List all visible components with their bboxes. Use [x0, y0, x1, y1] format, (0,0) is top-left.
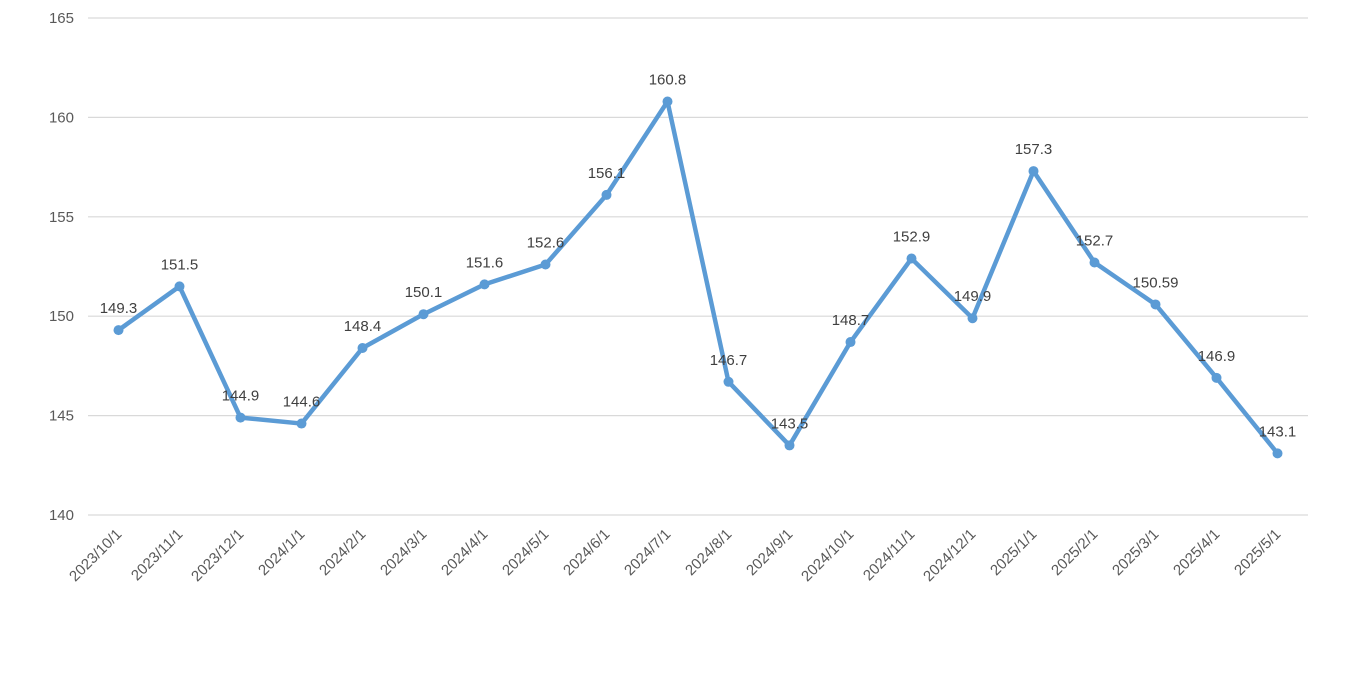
x-tick-label: 2023/11/1 — [128, 526, 186, 584]
data-point — [1211, 372, 1222, 383]
x-tick-label: 2024/12/1 — [920, 526, 979, 585]
data-label: 148.4 — [344, 318, 382, 335]
data-point — [723, 376, 734, 387]
data-point — [540, 259, 551, 270]
y-tick-label: 165 — [49, 10, 74, 27]
y-tick-label: 155 — [49, 209, 74, 226]
data-points — [113, 96, 1283, 459]
data-label: 144.6 — [283, 394, 321, 411]
data-point — [1089, 257, 1100, 268]
x-tick-label: 2025/5/1 — [1231, 526, 1284, 579]
x-tick-label: 2024/1/1 — [255, 526, 308, 579]
x-tick-label: 2023/12/1 — [188, 526, 247, 585]
data-labels: 149.3 151.5 144.9 144.6 148.4 150.1 151.6 152.6… — [100, 71, 1297, 440]
data-point — [296, 418, 307, 429]
y-tick-label: 150 — [49, 308, 74, 325]
data-label: 160.8 — [649, 71, 687, 88]
data-point — [784, 440, 795, 451]
y-tick-label: 145 — [49, 408, 74, 425]
series-line-layer — [116, 99, 1280, 456]
data-label: 156.1 — [588, 165, 626, 182]
data-point — [357, 343, 368, 354]
data-point — [113, 325, 124, 336]
data-point — [418, 309, 429, 320]
data-point — [845, 337, 856, 348]
x-tick-label: 2025/4/1 — [1170, 526, 1223, 579]
data-point — [1272, 448, 1283, 459]
data-point — [235, 412, 246, 423]
data-label: 152.9 — [893, 229, 931, 246]
data-label: 143.1 — [1259, 423, 1297, 440]
data-label: 146.9 — [1198, 348, 1236, 365]
data-point — [906, 253, 917, 264]
x-tick-label: 2024/11/1 — [860, 526, 918, 584]
x-tick-label: 2024/9/1 — [743, 526, 796, 579]
x-tick-label: 2025/2/1 — [1048, 526, 1101, 579]
data-label: 152.7 — [1076, 233, 1114, 250]
y-axis-tick-labels: 140 145 150 155 160 165 — [49, 10, 74, 524]
x-tick-label: 2024/6/1 — [560, 526, 613, 579]
data-label: 143.5 — [771, 415, 809, 432]
data-point — [1028, 166, 1039, 177]
data-label: 150.1 — [405, 284, 443, 301]
data-label: 146.7 — [710, 352, 748, 369]
data-point — [1150, 299, 1161, 310]
data-point — [967, 313, 978, 324]
data-point — [174, 281, 185, 292]
data-point — [601, 189, 612, 200]
data-label: 152.6 — [527, 235, 565, 252]
x-tick-label: 2024/3/1 — [377, 526, 430, 579]
x-tick-label: 2024/10/1 — [798, 526, 857, 585]
y-tick-label: 160 — [49, 109, 74, 126]
gridlines — [88, 17, 1308, 516]
data-label: 149.3 — [100, 300, 138, 317]
x-axis-tick-labels: 2023/10/1 2023/11/1 2023/12/1 2024/1/1 2024/… — [66, 526, 1284, 585]
data-label: 151.6 — [466, 254, 504, 271]
x-tick-label: 2024/7/1 — [621, 526, 674, 579]
x-tick-label: 2024/5/1 — [499, 526, 552, 579]
series-line — [116, 99, 1280, 456]
data-point — [662, 96, 673, 107]
data-label: 148.7 — [832, 312, 870, 329]
x-tick-label: 2023/10/1 — [66, 526, 125, 585]
data-label: 157.3 — [1015, 141, 1053, 158]
data-label: 151.5 — [161, 256, 199, 273]
x-tick-label: 2025/3/1 — [1109, 526, 1162, 579]
x-tick-label: 2025/1/1 — [987, 526, 1040, 579]
data-label: 149.9 — [954, 288, 992, 305]
x-tick-label: 2024/2/1 — [316, 526, 369, 579]
x-tick-label: 2024/8/1 — [682, 526, 735, 579]
data-point — [479, 279, 490, 290]
x-tick-label: 2024/4/1 — [438, 526, 491, 579]
data-label: 150.59 — [1133, 274, 1179, 291]
data-label: 144.9 — [222, 388, 260, 405]
y-tick-label: 140 — [49, 507, 74, 524]
